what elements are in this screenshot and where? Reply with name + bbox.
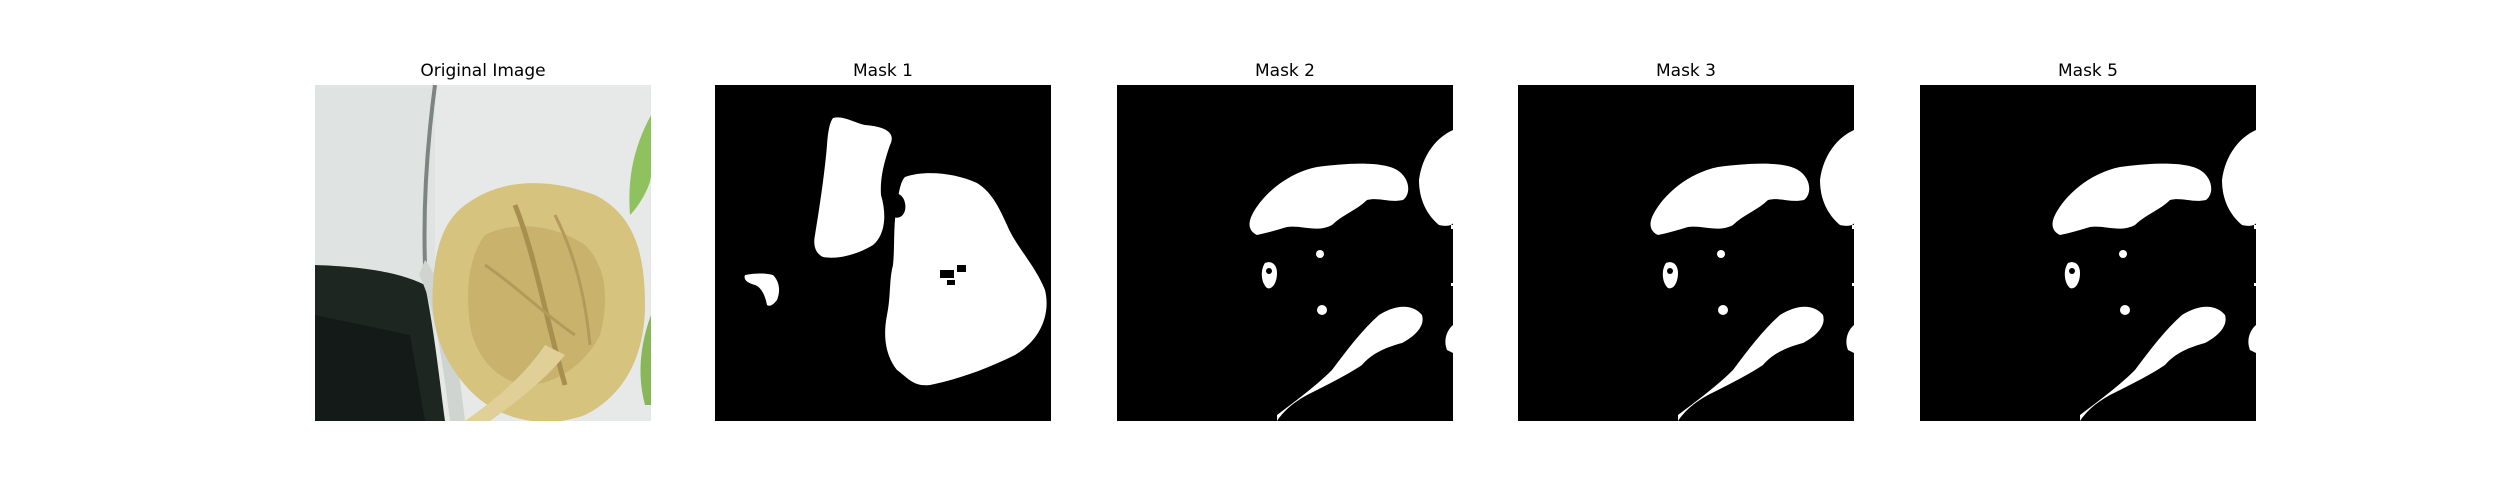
mask-5-image	[1920, 85, 2256, 421]
panel-title-mask-3: Mask 3	[1655, 61, 1716, 81]
mask-1-image	[715, 85, 1051, 421]
panel-title-mask-5: Mask 5	[2057, 61, 2118, 81]
original-photo	[315, 85, 651, 421]
panel-title-mask-1: Mask 1	[852, 61, 913, 81]
panel-title-mask-2: Mask 2	[1254, 61, 1315, 81]
mask-3-image	[1518, 85, 1854, 421]
panel-title-original: Original Image	[420, 61, 546, 81]
mask-2-image	[1117, 85, 1453, 421]
